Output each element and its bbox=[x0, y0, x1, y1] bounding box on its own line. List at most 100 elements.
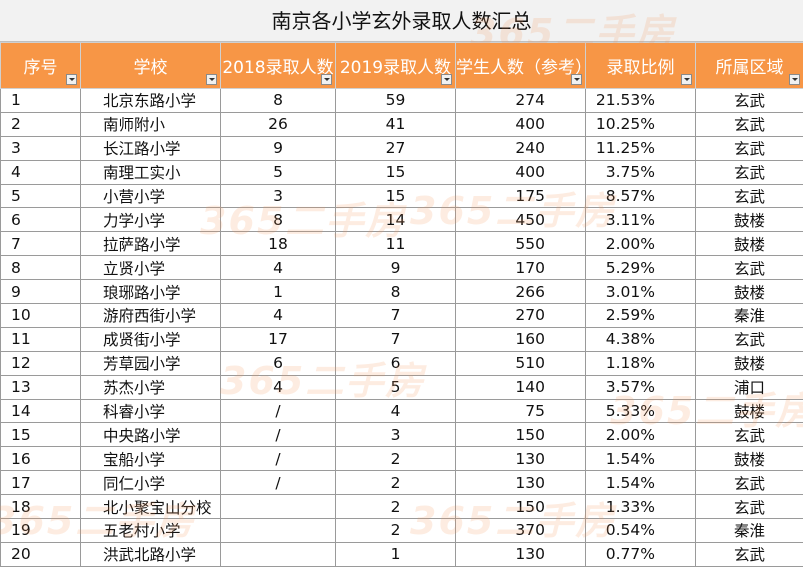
district-cell: 玄武 bbox=[696, 471, 803, 495]
column-header-students[interactable]: 学生人数（参考） bbox=[456, 43, 586, 89]
index-cell: 10 bbox=[1, 304, 81, 328]
filter-dropdown-icon[interactable] bbox=[789, 74, 800, 85]
admit-2019-cell: 9 bbox=[336, 256, 456, 280]
index-cell: 4 bbox=[1, 160, 81, 184]
school-cell: 北京东路小学 bbox=[81, 89, 221, 113]
admit-2018-cell: 18 bbox=[221, 232, 336, 256]
school-cell: 小营小学 bbox=[81, 184, 221, 208]
students-cell: 240 bbox=[456, 136, 586, 160]
ratio-cell: 2.59% bbox=[586, 304, 696, 328]
admit-2019-cell: 2 bbox=[336, 519, 456, 543]
index-cell: 2 bbox=[1, 112, 81, 136]
admit-2018-cell: 17 bbox=[221, 327, 336, 351]
ratio-cell: 8.57% bbox=[586, 184, 696, 208]
column-header-2019[interactable]: 2019录取人数 bbox=[336, 43, 456, 89]
index-cell: 16 bbox=[1, 447, 81, 471]
school-cell: 科睿小学 bbox=[81, 399, 221, 423]
index-cell: 20 bbox=[1, 542, 81, 566]
admit-2018-cell: / bbox=[221, 423, 336, 447]
students-cell: 266 bbox=[456, 280, 586, 304]
admit-2018-cell: 3 bbox=[221, 184, 336, 208]
district-cell: 玄武 bbox=[696, 184, 803, 208]
ratio-cell: 1.54% bbox=[586, 471, 696, 495]
ratio-cell: 3.57% bbox=[586, 375, 696, 399]
admit-2018-cell: 1 bbox=[221, 280, 336, 304]
column-header-ratio[interactable]: 录取比例 bbox=[586, 43, 696, 89]
school-cell: 洪武北路小学 bbox=[81, 542, 221, 566]
school-cell: 宝船小学 bbox=[81, 447, 221, 471]
admit-2019-cell: 11 bbox=[336, 232, 456, 256]
district-cell: 鼓楼 bbox=[696, 351, 803, 375]
admit-2018-cell: 4 bbox=[221, 375, 336, 399]
school-cell: 琅琊路小学 bbox=[81, 280, 221, 304]
students-cell: 130 bbox=[456, 542, 586, 566]
students-cell: 450 bbox=[456, 208, 586, 232]
index-cell: 6 bbox=[1, 208, 81, 232]
students-cell: 150 bbox=[456, 495, 586, 519]
district-cell: 玄武 bbox=[696, 495, 803, 519]
school-cell: 南师附小 bbox=[81, 112, 221, 136]
page-title: 南京各小学玄外录取人数汇总 bbox=[0, 0, 803, 42]
school-cell: 南理工实小 bbox=[81, 160, 221, 184]
district-cell: 鼓楼 bbox=[696, 447, 803, 471]
students-cell: 270 bbox=[456, 304, 586, 328]
district-cell: 鼓楼 bbox=[696, 399, 803, 423]
column-header-school[interactable]: 学校 bbox=[81, 43, 221, 89]
district-cell: 玄武 bbox=[696, 542, 803, 566]
index-cell: 5 bbox=[1, 184, 81, 208]
admit-2019-cell: 1 bbox=[336, 542, 456, 566]
school-cell: 芳草园小学 bbox=[81, 351, 221, 375]
admit-2019-cell: 8 bbox=[336, 280, 456, 304]
school-cell: 立贤小学 bbox=[81, 256, 221, 280]
school-cell: 五老村小学 bbox=[81, 519, 221, 543]
admit-2018-cell: 8 bbox=[221, 208, 336, 232]
index-cell: 18 bbox=[1, 495, 81, 519]
filter-dropdown-icon[interactable] bbox=[321, 74, 332, 85]
filter-dropdown-icon[interactable] bbox=[66, 74, 77, 85]
admit-2018-cell: 6 bbox=[221, 351, 336, 375]
district-cell: 鼓楼 bbox=[696, 280, 803, 304]
district-cell: 玄武 bbox=[696, 160, 803, 184]
index-cell: 15 bbox=[1, 423, 81, 447]
district-cell: 玄武 bbox=[696, 136, 803, 160]
column-header-2018[interactable]: 2018录取人数 bbox=[221, 43, 336, 89]
admit-2018-cell: 5 bbox=[221, 160, 336, 184]
filter-dropdown-icon[interactable] bbox=[571, 74, 582, 85]
index-cell: 19 bbox=[1, 519, 81, 543]
column-header-index[interactable]: 序号 bbox=[1, 43, 81, 89]
index-cell: 17 bbox=[1, 471, 81, 495]
admit-2018-cell: 26 bbox=[221, 112, 336, 136]
index-cell: 7 bbox=[1, 232, 81, 256]
students-cell: 130 bbox=[456, 471, 586, 495]
index-cell: 1 bbox=[1, 89, 81, 113]
district-cell: 鼓楼 bbox=[696, 208, 803, 232]
admit-2019-cell: 59 bbox=[336, 89, 456, 113]
ratio-cell: 3.01% bbox=[586, 280, 696, 304]
students-cell: 400 bbox=[456, 160, 586, 184]
index-cell: 14 bbox=[1, 399, 81, 423]
students-cell: 160 bbox=[456, 327, 586, 351]
students-cell: 75 bbox=[456, 399, 586, 423]
column-header-district[interactable]: 所属区域 bbox=[696, 43, 803, 89]
admit-2018-cell: / bbox=[221, 447, 336, 471]
filter-dropdown-icon[interactable] bbox=[681, 74, 692, 85]
ratio-cell: 2.00% bbox=[586, 423, 696, 447]
admit-2018-cell bbox=[221, 519, 336, 543]
admit-2019-cell: 15 bbox=[336, 184, 456, 208]
admit-2018-cell: 9 bbox=[221, 136, 336, 160]
filter-dropdown-icon[interactable] bbox=[441, 74, 452, 85]
filter-dropdown-icon[interactable] bbox=[206, 74, 217, 85]
district-cell: 玄武 bbox=[696, 256, 803, 280]
admit-2019-cell: 27 bbox=[336, 136, 456, 160]
district-cell: 秦淮 bbox=[696, 304, 803, 328]
ratio-cell: 3.75% bbox=[586, 160, 696, 184]
